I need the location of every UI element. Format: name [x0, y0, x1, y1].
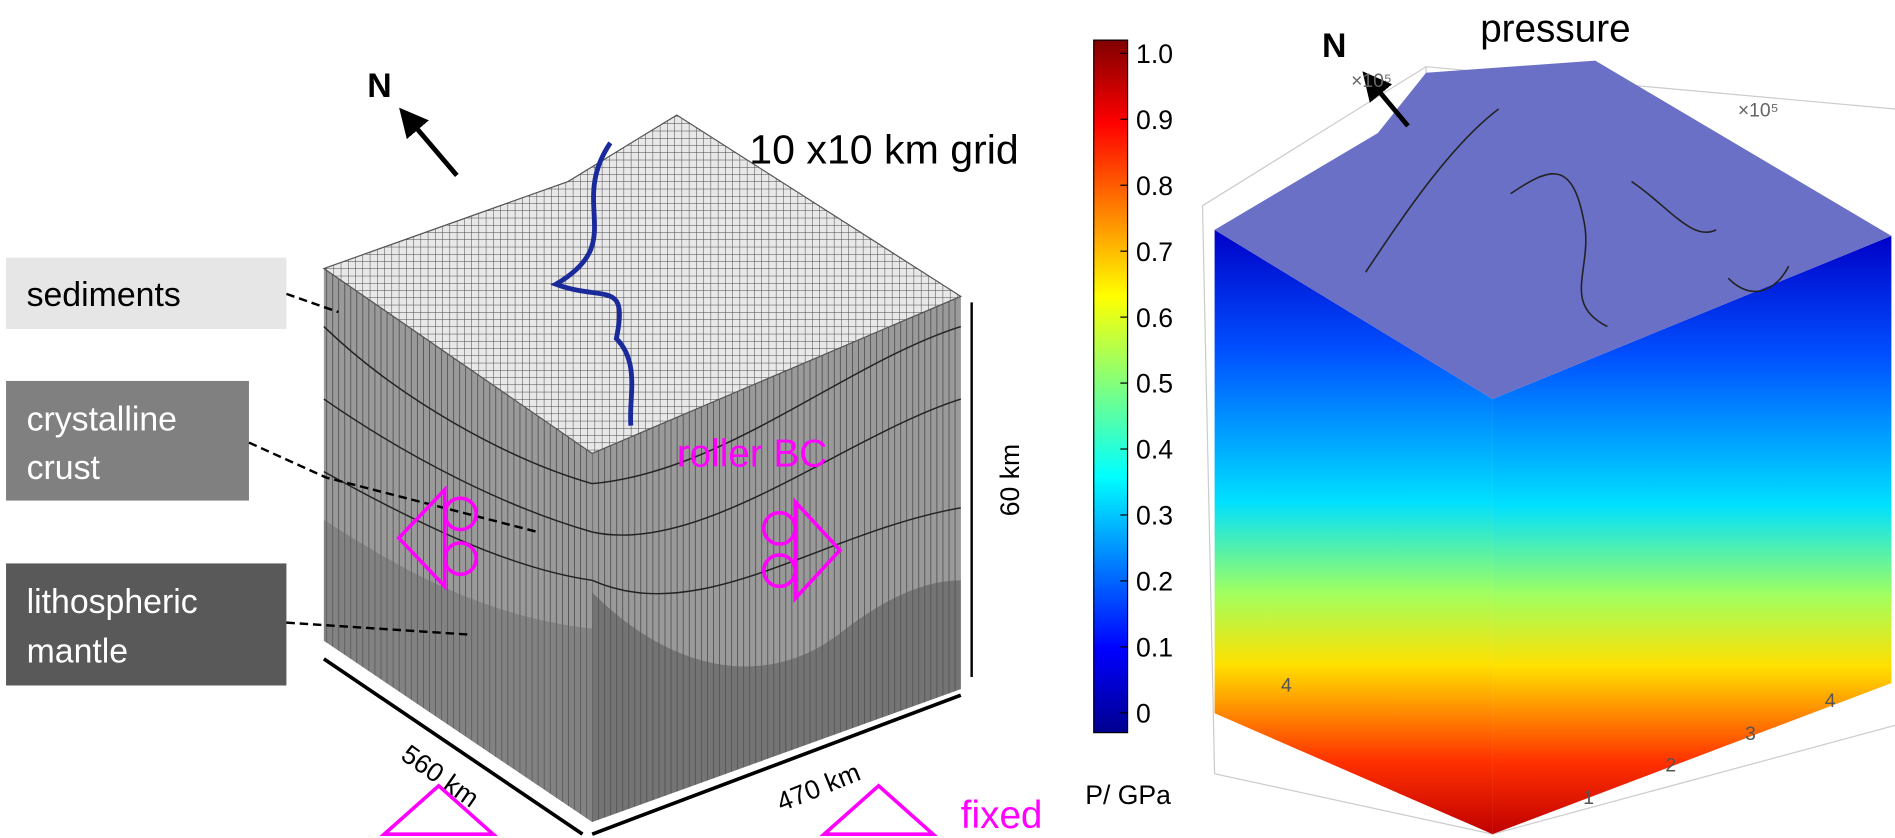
- bc-label: fixed: [961, 794, 1043, 837]
- colorbar-tick-label: 0.7: [1136, 237, 1173, 267]
- colorbar-tick-label: 1.0: [1136, 39, 1173, 69]
- colorbar-tick-label: 0.4: [1136, 435, 1173, 465]
- colorbar-title: P/ GPa: [1085, 780, 1171, 810]
- colorbar-tick-label: 0.8: [1136, 171, 1173, 201]
- layer-label: crystalline: [27, 400, 177, 438]
- axis-tick-label: 4: [1281, 676, 1292, 697]
- axis-tick-label: 2: [1665, 755, 1676, 776]
- length-label: 560 km: [396, 739, 485, 814]
- model-mesh: [324, 115, 961, 822]
- layer-label: sediments: [27, 276, 181, 314]
- figure: N 10 x10 km grid sediments crystalline c…: [0, 0, 1895, 838]
- north-label: N: [367, 67, 391, 105]
- axis-scale: ×10⁵: [1351, 71, 1392, 92]
- bc-label: roller BC: [677, 433, 827, 476]
- north-label: N: [1322, 27, 1346, 65]
- depth-label: 60 km: [995, 444, 1025, 516]
- layer-label: crust: [27, 449, 101, 487]
- plot-title: pressure: [1480, 7, 1630, 50]
- layer-label: mantle: [27, 633, 129, 671]
- pressure-model: [1203, 61, 1895, 834]
- colorbar-tick-label: 0.1: [1136, 633, 1173, 663]
- colorbar-tick-label: 0.6: [1136, 303, 1173, 333]
- colorbar: [1094, 40, 1128, 732]
- colorbar-tick-label: 0.2: [1136, 567, 1173, 597]
- colorbar-tick-label: 0: [1136, 699, 1151, 729]
- colorbar-tick-label: 0.5: [1136, 369, 1173, 399]
- axis-scale: ×10⁵: [1738, 100, 1779, 121]
- axis-tick-label: 1: [1583, 788, 1594, 809]
- grid-label: 10 x10 km grid: [749, 126, 1018, 172]
- axis-tick-label: 4: [1825, 691, 1836, 712]
- layer-label: lithospheric: [27, 583, 198, 621]
- colorbar-tick-label: 0.3: [1136, 501, 1173, 531]
- colorbar-tick-label: 0.9: [1136, 105, 1173, 135]
- axis-tick-label: 3: [1745, 724, 1756, 745]
